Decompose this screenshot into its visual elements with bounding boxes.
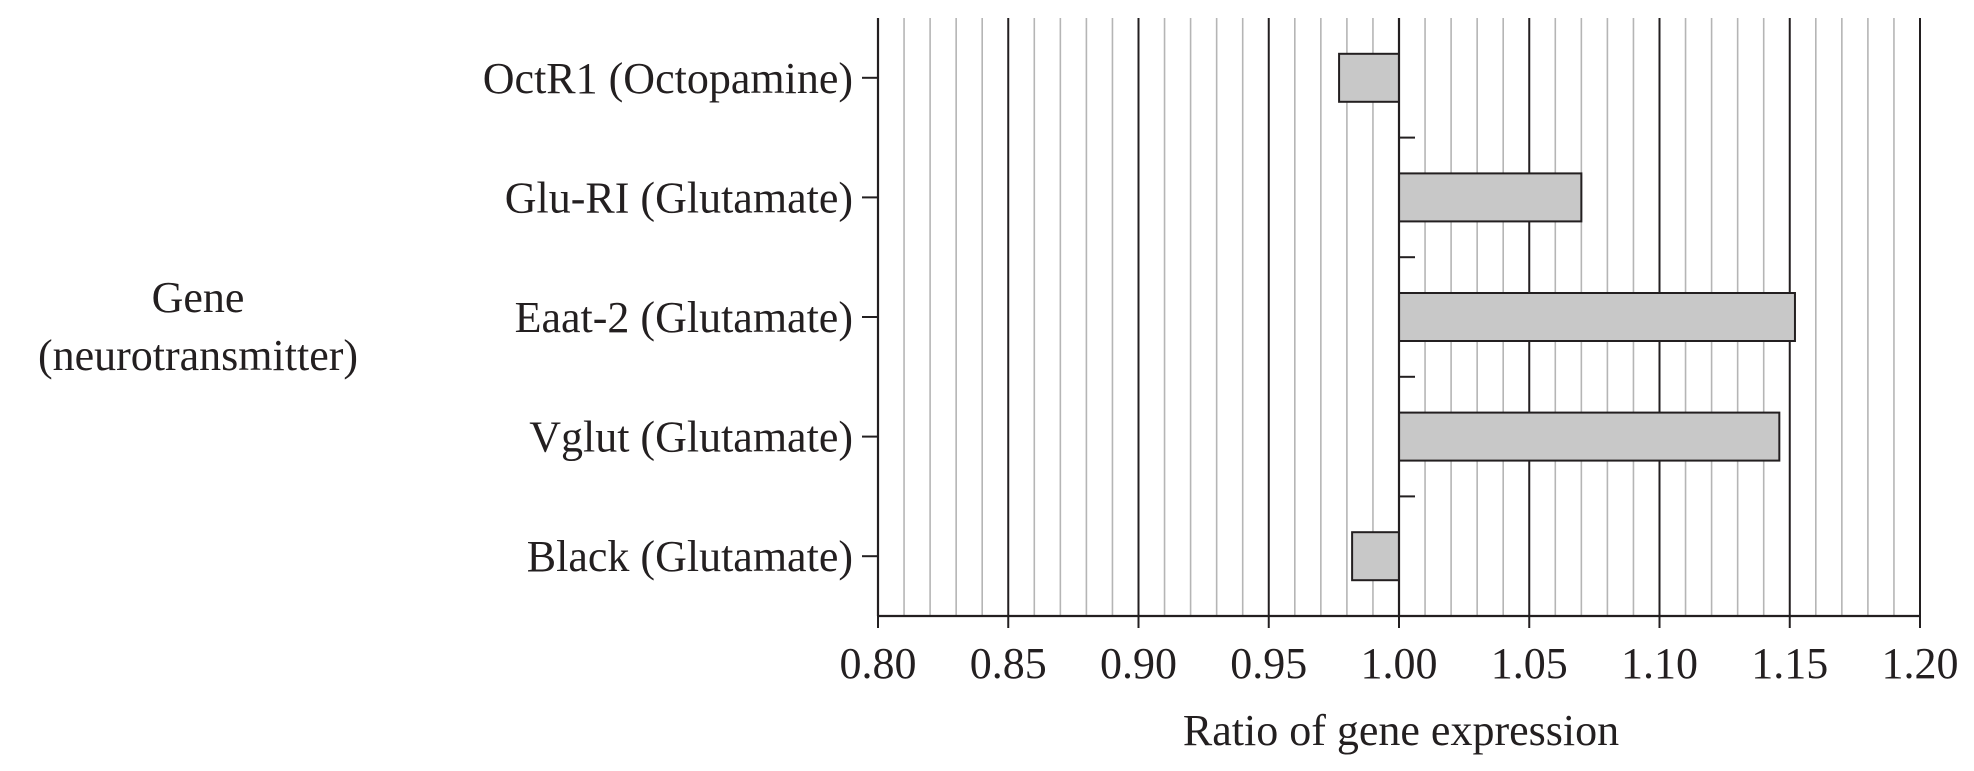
category-label: Black (Glutamate)	[527, 532, 853, 581]
y-axis-title-line: (neurotransmitter)	[38, 331, 358, 380]
x-tick-label: 0.90	[1100, 639, 1177, 688]
x-tick-label: 1.00	[1361, 639, 1438, 688]
bars	[1338, 52, 1796, 582]
labels: 0.80 0.85 0.90 0.95 1.00 1.05 1.10 1.15 1.20 OctR…	[38, 54, 1959, 755]
axes	[862, 18, 1921, 628]
category-label: OctR1 (Octopamine)	[483, 54, 853, 103]
bar	[1398, 292, 1796, 342]
x-tick-label: 1.05	[1491, 639, 1568, 688]
x-axis-title: Ratio of gene expression	[1183, 706, 1619, 755]
x-tick-label: 1.20	[1882, 639, 1959, 688]
category-label: Eaat-2 (Glutamate)	[515, 293, 853, 342]
bar	[1398, 411, 1781, 462]
bar	[1338, 52, 1400, 103]
x-tick-label: 0.95	[1230, 639, 1307, 688]
category-label: Glu-RI (Glutamate)	[505, 173, 853, 222]
category-label: Vglut (Glutamate)	[529, 413, 853, 462]
y-axis-title-line: Gene	[152, 273, 245, 322]
bar	[1398, 172, 1583, 223]
x-tick-label: 1.10	[1621, 639, 1698, 688]
x-tick-label: 0.85	[970, 639, 1047, 688]
x-tick-label: 1.15	[1751, 639, 1828, 688]
x-tick-label: 0.80	[840, 639, 917, 688]
bar	[1351, 531, 1400, 582]
